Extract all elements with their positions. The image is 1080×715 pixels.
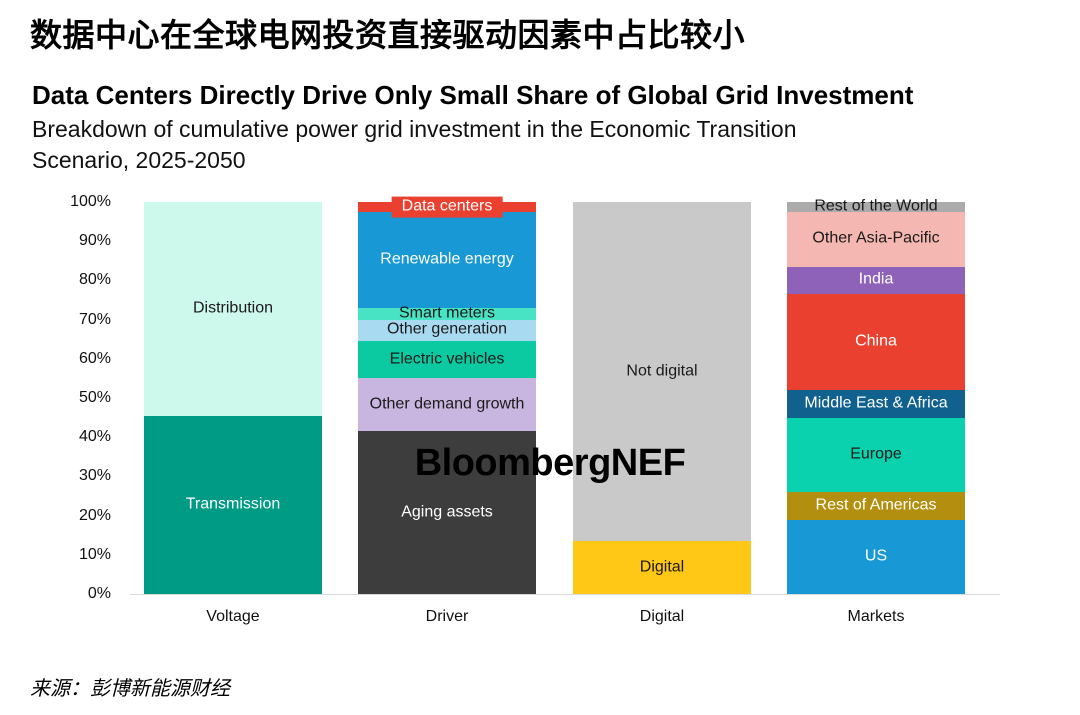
y-tick-100: 100% [70,193,111,210]
segment-transmission: Transmission [144,415,322,594]
segment-label-other-demand-growth: Other demand growth [369,395,525,413]
segment-europe: Europe [787,417,965,493]
segment-label-digital: Digital [639,558,685,576]
segment-distribution: Distribution [144,202,322,416]
segment-label-electric-vehicles: Electric vehicles [389,350,505,368]
x-axis-label-digital: Digital [639,608,685,625]
source-note: 来源：彭博新能源财经 [30,678,230,700]
segment-india: India [787,266,965,295]
y-tick-40: 40% [78,428,111,446]
segment-label-distribution: Distribution [192,299,274,317]
segment-us: US [787,519,965,594]
segment-digital: Digital [573,541,751,594]
chart-subtitle: Breakdown of cumulative power grid inves… [32,116,797,174]
segment-label-not-digital: Not digital [626,362,698,380]
segment-label-middle-east-africa: Middle East & Africa [804,394,948,412]
y-tick-20: 20% [78,506,111,524]
segment-label-smart-meters: Smart meters [398,304,496,322]
segment-label-other-generation: Other generation [386,320,508,338]
segment-label-aging-assets: Aging assets [401,503,493,521]
plot-area: Transmission Distribution Voltage Aging ass… [130,196,1000,625]
y-tick-90: 90% [78,232,111,250]
segment-label-china: China [855,332,897,350]
page-title-chinese: 数据中心在全球电网投资直接驱动因素中占比较小 [30,17,746,53]
x-axis-line [130,594,1000,595]
y-tick-30: 30% [78,467,111,485]
segment-electric-vehicles: Electric vehicles [358,341,536,379]
segment-middle-east-africa: Middle East & Africa [787,390,965,418]
segment-label-renewable-energy: Renewable energy [380,250,514,268]
chart-title: Data Centers Directly Drive Only Small S… [32,80,914,110]
segment-label-rest-of-americas: Rest of Americas [815,496,937,514]
segment-other-demand-growth: Other demand growth [358,378,536,432]
segment-label-other-asia-pacific: Other Asia-Pacific [812,229,940,247]
segment-smart-meters: Smart meters [358,304,536,322]
segment-rest-of-americas: Rest of Americas [787,492,965,520]
segment-other-asia-pacific: Other Asia-Pacific [787,211,965,267]
segment-data-centers: Data centers [358,196,536,218]
bar-driver: Aging assets Other demand growth Electric … [358,196,536,594]
y-tick-80: 80% [78,271,111,289]
segment-rest-of-the-world: Rest of the World [787,198,965,214]
x-axis-label-voltage: Voltage [206,608,260,625]
bar-digital: Digital Not digital [573,202,751,594]
y-tick-10: 10% [78,545,111,563]
x-axis-label-markets: Markets [847,608,905,625]
y-tick-50: 50% [78,389,111,406]
segment-label-europe: Europe [850,445,902,463]
segment-other-generation: Other generation [358,319,536,342]
segment-label-india: India [858,271,894,289]
bar-markets: US Rest of Americas Europe Middle East & Af… [787,198,965,594]
y-tick-70: 70% [78,310,111,328]
y-tick-60: 60% [78,349,111,367]
bar-voltage: Transmission Distribution [144,202,322,594]
segment-renewable-energy: Renewable energy [358,211,536,308]
segment-china: China [787,294,965,391]
y-tick-0: 0% [87,585,111,602]
x-axis-label-driver: Driver [425,608,469,625]
segment-label-us: US [864,547,888,565]
segment-label-transmission: Transmission [185,495,281,513]
segment-not-digital: Not digital [573,202,751,542]
segment-label-rest-of-the-world: Rest of the World [814,197,938,215]
segment-aging-assets: Aging assets [358,431,536,594]
segment-label-data-centers: Data centers [391,196,503,218]
bloombergnef-watermark: BloombergNEF [414,442,686,484]
